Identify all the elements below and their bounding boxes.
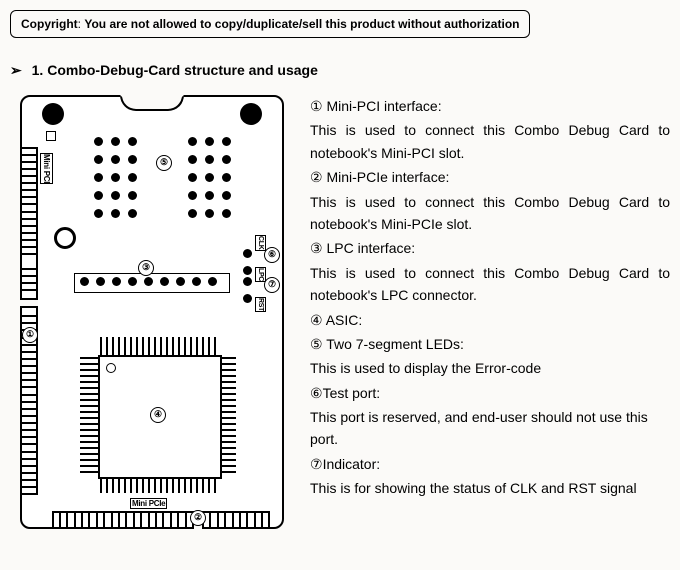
desc-body: This is used to connect this Combo Debug… [310,191,670,236]
copyright-box: Copyright: You are not allowed to copy/d… [10,10,530,38]
copyright-label: Copyright [21,17,78,31]
mounting-hole-icon [42,103,64,125]
callout-3: ③ [138,260,154,276]
led-pins [94,173,137,182]
diagram-column: Mini PCI ① ⑤ ③ CLK LPC RS [10,95,300,529]
mounting-hole-icon [240,103,262,125]
section-name: Combo-Debug-Card structure and usage [47,62,318,78]
marker-square-icon [46,131,56,141]
desc-item: ① Mini-PCI interface: [310,95,670,117]
callout-7: ⑦ [264,277,280,293]
copyright-text: You are not allowed to copy/duplicate/se… [84,17,519,31]
callout-5: ⑤ [156,155,172,171]
led-pins [94,209,137,218]
led-pins [188,173,231,182]
section-title: ➢ 1. Combo-Debug-Card structure and usag… [10,62,670,79]
clk-label: CLK [255,235,266,251]
callout-4: ④ [150,407,166,423]
indicator-pins [243,277,252,303]
desc-item: ② Mini-PCIe interface: [310,166,670,188]
desc-body: This is for showing the status of CLK an… [310,477,670,499]
led-pins [188,209,231,218]
desc-body: This is used to connect this Combo Debug… [310,262,670,307]
mini-pcie-label: Mini PCIe [130,498,167,509]
rst-label: RST [255,297,266,312]
desc-item: ④ ASIC: [310,309,670,331]
via-ring-icon [54,227,76,249]
test-port-pins [243,249,252,275]
callout-2: ② [190,510,206,526]
mini-pci-edge-connector [20,147,38,495]
led-pins [188,137,231,146]
led-pins [94,191,137,200]
bullet-arrow-icon: ➢ [10,62,22,78]
led-pins [188,191,231,200]
desc-item: ⑥Test port: [310,382,670,404]
content-row: Mini PCI ① ⑤ ③ CLK LPC RS [10,95,670,529]
led-pins [94,155,137,164]
led-pins [188,155,231,164]
description-column: ① Mini-PCI interface: This is used to co… [300,95,670,502]
pcb-notch [120,95,184,111]
mini-pci-label: Mini PCI [40,153,53,184]
desc-body: This is used to display the Error-code [310,357,670,379]
pcb-diagram: Mini PCI ① ⑤ ③ CLK LPC RS [20,95,284,529]
callout-1: ① [22,327,38,343]
desc-item: ③ LPC interface: [310,237,670,259]
section-number: 1. [32,62,44,78]
mini-pcie-edge-connector [52,511,270,529]
desc-body: This port is reserved, and end-user shou… [310,406,670,451]
desc-item: ⑦Indicator: [310,453,670,475]
callout-6: ⑥ [264,247,280,263]
desc-item: ⑤ Two 7-segment LEDs: [310,333,670,355]
desc-body: This is used to connect this Combo Debug… [310,119,670,164]
led-pins [94,137,137,146]
lpc-pins [80,277,217,286]
